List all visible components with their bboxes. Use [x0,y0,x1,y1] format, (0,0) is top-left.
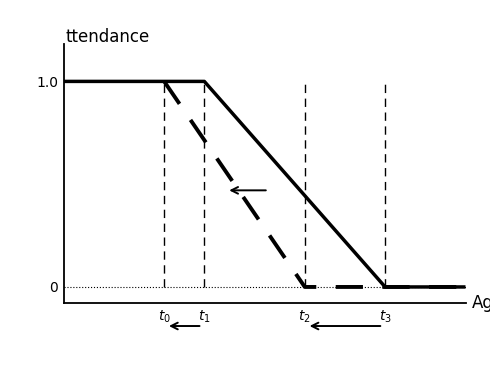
Text: Age: Age [471,295,490,312]
Text: ttendance: ttendance [66,28,150,47]
